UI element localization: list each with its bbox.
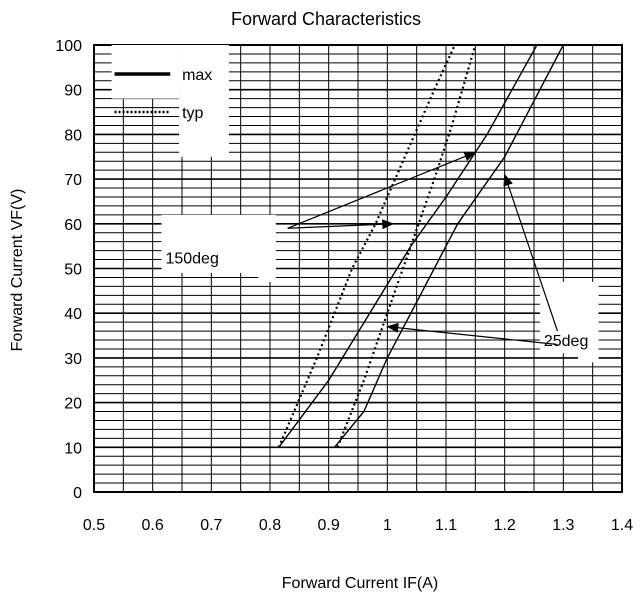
x-tick-label: 1.4 <box>611 517 633 534</box>
label-patch <box>539 281 599 354</box>
series-line-3 <box>336 44 477 448</box>
y-tick-label: 80 <box>64 127 82 144</box>
label-patch <box>578 353 599 363</box>
chart-grid <box>93 44 623 493</box>
x-tick-label: 1 <box>383 517 392 534</box>
y-tick-label: 90 <box>64 83 82 100</box>
legend-label-typ: typ <box>182 105 203 122</box>
label-boxes <box>111 45 599 363</box>
y-tick-label: 60 <box>64 217 82 234</box>
y-tick-label: 10 <box>64 440 82 457</box>
chart-annotations: 150deg 25deg <box>165 151 589 350</box>
x-tick-label: 0.7 <box>200 517 222 534</box>
x-tick-label: 0.5 <box>83 517 105 534</box>
label-patch <box>111 45 180 99</box>
x-tick-label: 0.8 <box>259 517 281 534</box>
y-tick-label: 20 <box>64 396 82 413</box>
label-patch <box>179 45 229 157</box>
y-tick-label: 0 <box>73 485 82 502</box>
annotation-arrow <box>386 322 558 346</box>
y-tick-label: 40 <box>64 306 82 323</box>
y-tick-label: 30 <box>64 351 82 368</box>
y-axis-label: Forward Current VF(V) <box>9 189 26 352</box>
label-patch <box>161 214 276 273</box>
series-line-1 <box>277 44 456 448</box>
annotation-arrow <box>503 173 559 332</box>
label-patch <box>258 264 276 282</box>
annotation-arrow <box>287 219 395 230</box>
x-axis-label: Forward Current IF(A) <box>282 575 438 592</box>
annotation-arrow <box>287 151 477 229</box>
series-line-2 <box>278 44 538 448</box>
chart-title: Forward Characteristics <box>231 9 421 29</box>
legend-label-max: max <box>182 67 212 84</box>
tick-labels: 0.5 0.6 0.7 0.8 0.9 1 1.1 1.2 1.3 1.4 0 10 20 30 40 50 6… <box>55 38 633 534</box>
x-tick-label: 0.9 <box>318 517 340 534</box>
y-tick-label: 50 <box>64 262 82 279</box>
y-tick-label: 100 <box>55 38 82 55</box>
x-tick-label: 0.6 <box>142 517 164 534</box>
annotation-25deg: 25deg <box>544 333 589 350</box>
annotation-150deg: 150deg <box>165 250 218 267</box>
chart-series <box>277 44 564 448</box>
x-tick-label: 1.3 <box>552 517 574 534</box>
plot-frame <box>93 44 623 493</box>
series-line-4 <box>333 44 564 448</box>
y-tick-label: 70 <box>64 172 82 189</box>
x-tick-label: 1.2 <box>494 517 516 534</box>
x-tick-label: 1.1 <box>435 517 457 534</box>
chart-legend: max typ <box>114 67 212 122</box>
